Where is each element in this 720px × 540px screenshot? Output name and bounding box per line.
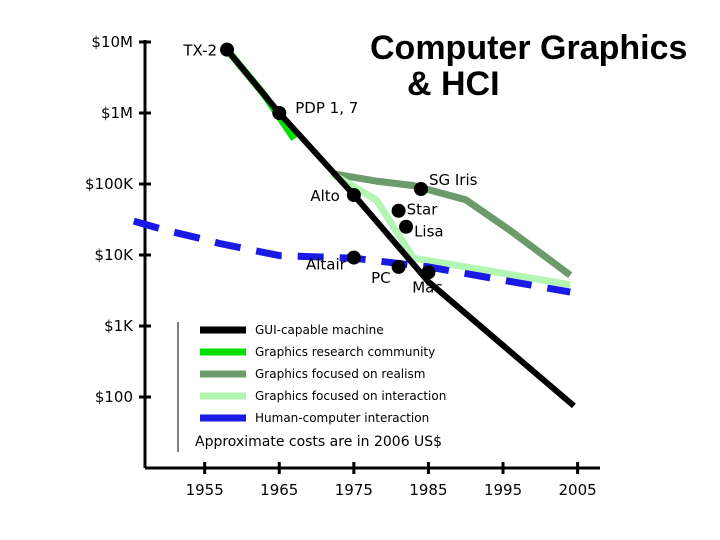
x-tick-label: 1955 [186,481,224,499]
data-point-lisa [399,219,414,234]
legend-label-graphics-research-community: Graphics research community [255,345,435,359]
data-label-mac: Mac [412,278,442,296]
data-label-altair: Altair [306,256,347,274]
y-tick-label: $10M [91,33,133,51]
legend-label-human-computer-interaction: Human-computer interaction [255,411,429,425]
legend-label-gui-capable-machine: GUI-capable machine [255,323,384,337]
x-tick-label: 1975 [335,481,373,499]
data-point-sg-iris [413,182,428,197]
data-label-sg-iris: SG Iris [429,171,478,189]
data-point-star [391,203,406,218]
chart-title-line1: Computer Graphics [370,29,688,67]
data-label-tx-2: TX-2 [182,42,217,60]
legend-label-graphics-focused-on-realism: Graphics focused on realism [255,367,425,381]
data-point-pc [391,259,406,274]
series-line-graphics-focused-on-realism [330,170,573,279]
y-tick-label: $10K [95,246,135,264]
data-point-pdp-1-7 [272,106,287,120]
x-tick-label: 2005 [559,481,597,499]
y-tick-label: $1K [104,317,134,335]
x-tick-label: 1985 [409,481,447,499]
data-label-pdp-1-7: PDP 1, 7 [295,99,358,117]
chart-title-line2: & HCI [407,65,500,103]
y-tick-label: $100K [85,175,134,193]
data-label-pc: PC [371,269,391,287]
chart-note: Approximate costs are in 2006 US$ [195,434,442,450]
data-point-altair [346,250,361,265]
y-tick-label: $100 [95,388,133,406]
data-label-lisa: Lisa [414,223,444,241]
series-line-graphics-focused-on-interaction [329,170,571,289]
data-point-tx-2 [220,42,235,57]
x-tick-label: 1995 [484,481,522,499]
x-tick-label: 1965 [260,481,298,499]
data-point-mac [421,265,436,280]
y-tick-label: $1M [101,104,133,122]
legend-label-graphics-focused-on-interaction: Graphics focused on interaction [255,389,446,403]
data-label-star: Star [407,201,439,219]
data-point-alto [346,187,361,202]
data-label-alto: Alto [310,187,340,205]
